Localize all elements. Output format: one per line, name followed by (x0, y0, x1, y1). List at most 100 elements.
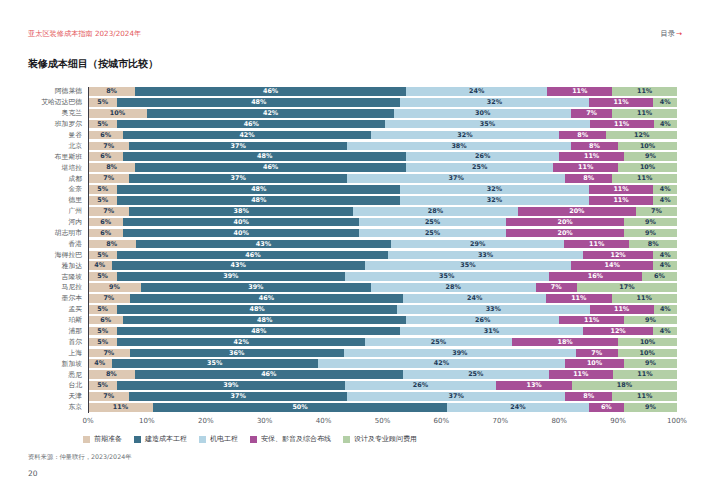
city-label: 堪培拉 (28, 163, 88, 173)
bar-segment: 7% (88, 174, 129, 183)
segment-value-label: 11% (547, 87, 612, 96)
segment-value-label: 32% (400, 196, 588, 205)
segment-value-label: 5% (88, 120, 117, 129)
legend-label: 设计及专业顾问费用 (354, 434, 417, 444)
bar-segment: 4% (653, 98, 677, 107)
bar-segment: 42% (318, 359, 565, 368)
chart-row: 奥克兰10%42%30%7%11% (28, 108, 677, 119)
bar-segment: 33% (397, 305, 589, 314)
x-tick-label: 40% (316, 417, 332, 425)
segment-value-label: 38% (129, 207, 353, 216)
bar-segment: 24% (403, 294, 546, 303)
bar-segment: 9% (624, 229, 677, 238)
segment-value-label: 32% (400, 98, 588, 107)
segment-value-label: 9% (624, 229, 677, 238)
chart-row: 班加罗尔5%46%35%11%4% (28, 119, 677, 130)
stacked-bar: 5%42%25%18%10% (88, 338, 677, 347)
bar-segment: 37% (347, 392, 565, 401)
segment-value-label: 4% (653, 196, 677, 205)
segment-value-label: 11% (546, 294, 611, 303)
bar-segment: 5% (88, 120, 117, 129)
page-header: 亚太区装修成本指南 2023/2024年 目录→ (28, 29, 682, 39)
stacked-bar: 5%48%33%11%4% (88, 305, 677, 314)
bar-segment: 11% (564, 240, 629, 249)
segment-value-label: 11% (612, 174, 677, 183)
legend-swatch (199, 436, 206, 443)
city-label: 阿德莱德 (28, 86, 88, 96)
bar-segment: 5% (88, 327, 117, 336)
bar-segment: 37% (129, 392, 347, 401)
segment-value-label: 26% (406, 316, 559, 325)
segment-value-label: 6% (589, 403, 624, 412)
bar-segment: 9% (624, 152, 677, 161)
bar-segment: 26% (345, 381, 497, 390)
bar-segment: 50% (153, 403, 448, 412)
stacked-bar: 5%39%26%13%18% (88, 381, 677, 390)
chart-row: 东京11%50%24%6%9% (28, 402, 677, 413)
bar-segment: 42% (117, 338, 364, 347)
segment-value-label: 35% (345, 272, 549, 281)
segment-value-label: 48% (123, 316, 406, 325)
segment-value-label: 11% (612, 109, 677, 118)
segment-value-label: 11% (612, 294, 677, 303)
bar-segment: 7% (571, 109, 612, 118)
segment-value-label: 33% (388, 251, 582, 260)
segment-value-label: 6% (88, 229, 123, 238)
bar-segment: 4% (88, 261, 112, 270)
bar-segment: 43% (112, 261, 365, 270)
segment-value-label: 37% (129, 392, 347, 401)
bar-segment: 32% (371, 131, 559, 140)
page-title: 装修成本细目（按城市比较） (28, 57, 158, 71)
bar-segment: 4% (653, 327, 677, 336)
bar-segment: 24% (447, 403, 588, 412)
bar-segment: 28% (353, 207, 518, 216)
city-label: 德里 (28, 195, 88, 205)
bar-segment: 13% (496, 381, 572, 390)
segment-value-label: 20% (506, 229, 624, 238)
segment-value-label: 6% (642, 272, 677, 281)
stacked-bar: 8%43%29%11%8% (88, 240, 677, 249)
bar-segment: 29% (391, 240, 564, 249)
bar-segment: 11% (612, 87, 677, 96)
stacked-bar: 9%39%28%7%17% (88, 283, 677, 292)
bar-segment: 11% (559, 316, 624, 325)
arrow-right-icon: → (676, 29, 682, 38)
segment-value-label: 8% (565, 392, 612, 401)
chart-row: 德里5%48%32%11%4% (28, 195, 677, 206)
bar-segment: 40% (123, 218, 359, 227)
toc-link[interactable]: 目录→ (661, 29, 682, 39)
bar-segment: 8% (88, 163, 135, 172)
bar-segment: 12% (583, 327, 654, 336)
segment-value-label: 9% (624, 359, 677, 368)
x-tick-label: 50% (375, 417, 391, 425)
segment-value-label: 36% (130, 349, 344, 358)
chart-row: 艾哈迈达巴德5%48%32%11%4% (28, 97, 677, 108)
segment-value-label: 37% (129, 142, 347, 151)
segment-value-label: 37% (347, 392, 565, 401)
chart-row: 孟买5%48%33%11%4% (28, 304, 677, 315)
bar-segment: 11% (612, 392, 677, 401)
city-label: 上海 (28, 348, 88, 358)
x-tick-label: 100% (667, 417, 687, 425)
bar-segment: 6% (589, 403, 624, 412)
segment-value-label: 35% (385, 120, 589, 129)
segment-value-label: 10% (88, 109, 147, 118)
bar-segment: 4% (654, 120, 677, 129)
segment-value-label: 11% (612, 87, 677, 96)
chart-row: 珀斯6%48%26%11%9% (28, 315, 677, 326)
bar-segment: 35% (112, 359, 318, 368)
bar-segment: 39% (117, 381, 344, 390)
bar-segment: 39% (117, 272, 344, 281)
segment-value-label: 24% (406, 87, 547, 96)
segment-value-label: 38% (347, 142, 571, 151)
segment-value-label: 7% (88, 294, 130, 303)
segment-value-label: 6% (88, 218, 123, 227)
chart-row: 台北5%39%26%13%18% (28, 380, 677, 391)
segment-value-label: 48% (123, 152, 406, 161)
legend-label: 建造成本工程 (145, 434, 187, 444)
bar-segment: 8% (571, 142, 618, 151)
stacked-bar: 4%43%35%14%4% (88, 261, 677, 270)
chart-row: 河内6%40%25%20%9% (28, 217, 677, 228)
segment-value-label: 40% (123, 218, 359, 227)
bar-segment: 11% (590, 305, 654, 314)
